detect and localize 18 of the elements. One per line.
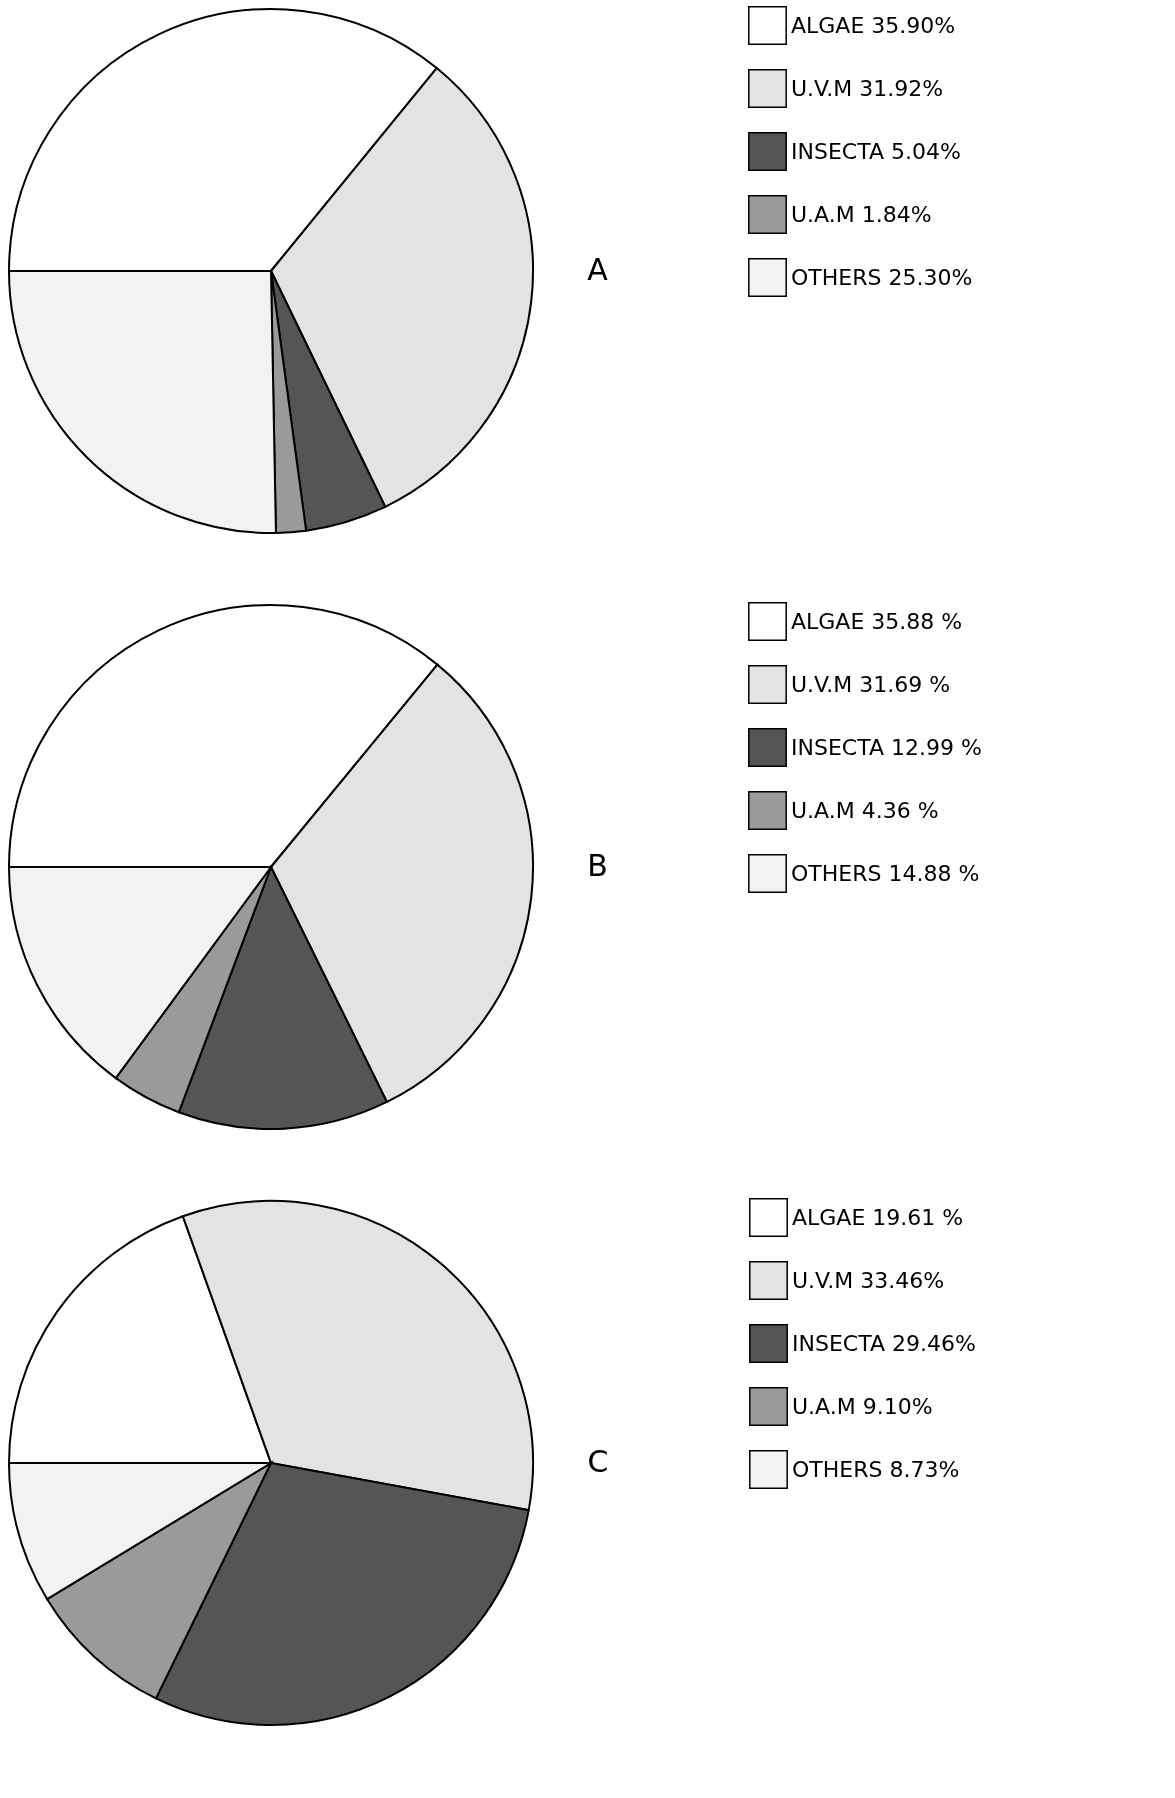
legend-label: U.V.M 31.92%: [791, 75, 944, 101]
legend-label: U.V.M 33.46%: [792, 1267, 945, 1293]
legend-label: OTHERS 8.73%: [792, 1456, 960, 1482]
legend-label: U.A.M 4.36 %: [791, 797, 939, 823]
legend-label: OTHERS 25.30%: [791, 264, 973, 290]
text: A: [587, 252, 609, 287]
legend-label: OTHERS 14.88 %: [791, 860, 980, 886]
legend-label: INSECTA 12.99 %: [791, 734, 982, 760]
text: C: [587, 1444, 609, 1479]
legend-label: U.A.M 9.10%: [792, 1393, 933, 1419]
text: B: [587, 848, 608, 883]
legend-label: ALGAE 19.61 %: [792, 1204, 964, 1230]
legend-label: ALGAE 35.90%: [791, 12, 956, 38]
legend-label: ALGAE 35.88 %: [791, 608, 963, 634]
legend-label: INSECTA 5.04%: [791, 138, 961, 164]
legend-label: INSECTA 29.46%: [792, 1330, 976, 1356]
legend-label: U.A.M 1.84%: [791, 201, 932, 227]
legend-label: U.V.M 31.69 %: [791, 671, 951, 697]
